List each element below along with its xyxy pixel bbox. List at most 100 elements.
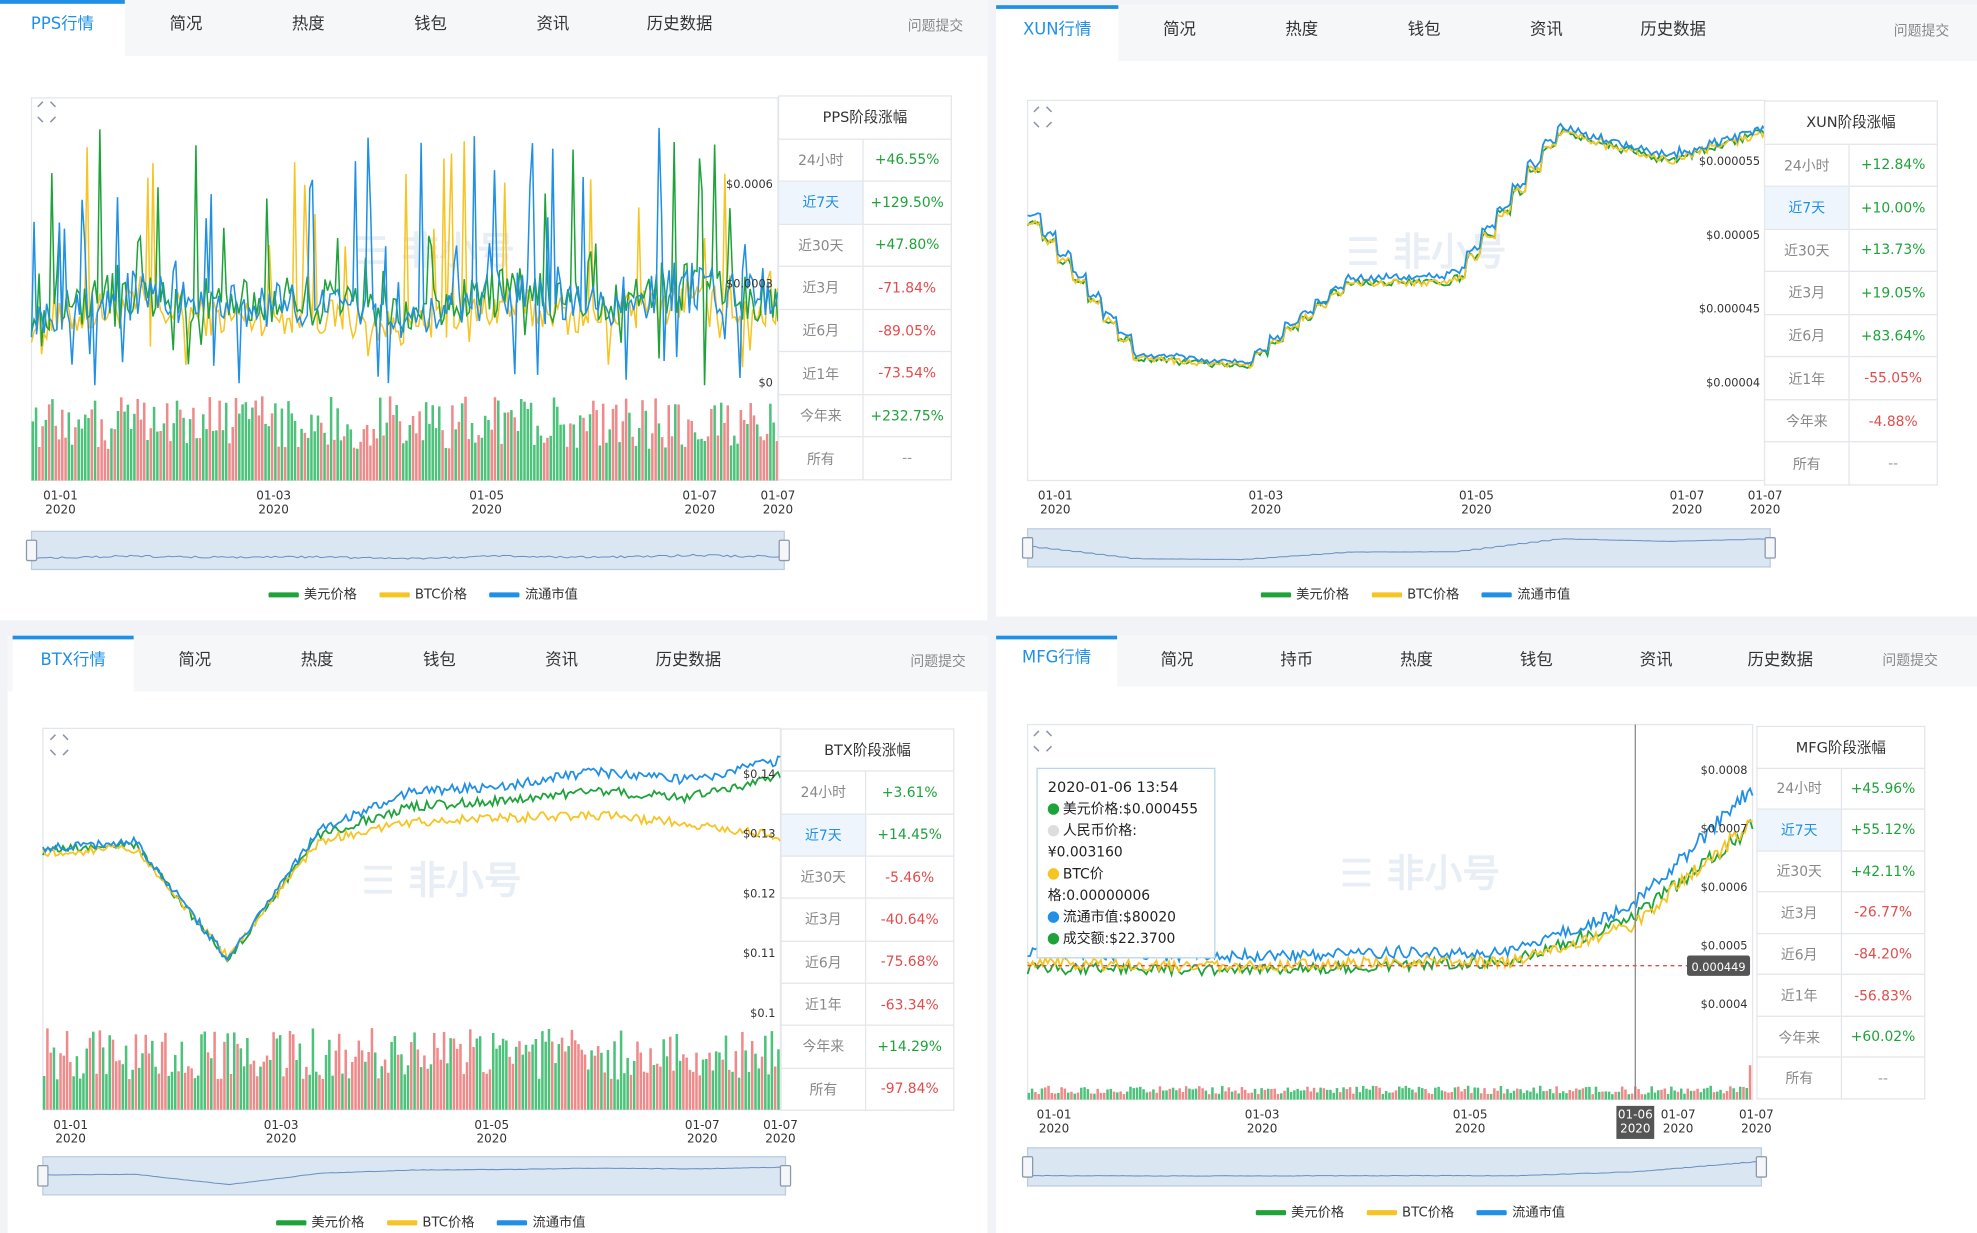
tab-wallet[interactable]: 钱包 xyxy=(414,15,447,35)
perf-period-label[interactable]: 近7天 xyxy=(780,813,867,857)
tab-market[interactable]: MFG行情 xyxy=(996,635,1118,687)
usd-legend-label[interactable]: 美元价格 xyxy=(1291,1205,1345,1221)
perf-period-label[interactable]: 所有 xyxy=(1763,441,1850,486)
perf-period-label[interactable]: 近3月 xyxy=(780,897,867,942)
perf-row[interactable]: 所有 -- xyxy=(777,436,952,481)
tab-heat[interactable]: 热度 xyxy=(1285,20,1319,40)
perf-period-label[interactable]: 所有 xyxy=(780,1067,867,1111)
navigator-right-handle[interactable] xyxy=(1755,1156,1768,1178)
btc-legend-label[interactable]: BTC价格 xyxy=(422,1215,475,1231)
tab-heat[interactable]: 热度 xyxy=(1400,650,1433,670)
perf-row[interactable]: 近6月 +83.64% xyxy=(1763,313,1938,358)
btc-legend-label[interactable]: BTC价格 xyxy=(414,587,467,603)
tab-wallet[interactable]: 钱包 xyxy=(422,650,456,670)
perf-row[interactable]: 所有 -- xyxy=(1763,441,1938,486)
perf-row[interactable]: 24小时 +46.55% xyxy=(777,137,952,182)
navigator-left-handle[interactable] xyxy=(37,1164,49,1187)
perf-row[interactable]: 近6月 -75.68% xyxy=(780,940,955,984)
btc-legend-label[interactable]: BTC价格 xyxy=(1402,1205,1455,1221)
perf-row[interactable]: 今年来 +60.02% xyxy=(1756,1015,1926,1059)
perf-period-label[interactable]: 近30天 xyxy=(1756,849,1843,893)
tab-overview[interactable]: 简况 xyxy=(1163,20,1196,40)
tab-news[interactable]: 资讯 xyxy=(536,15,570,35)
perf-period-label[interactable]: 近1年 xyxy=(780,982,867,1027)
perf-row[interactable]: 近7天 +10.00% xyxy=(1763,185,1938,230)
perf-period-label[interactable]: 近1年 xyxy=(777,351,864,396)
price-chart[interactable]: ☰ 非小号$0.0006$0.0003$001-01202001-0320200… xyxy=(0,0,987,620)
perf-period-label[interactable]: 今年来 xyxy=(780,1024,867,1069)
perf-row[interactable]: 近3月 -26.77% xyxy=(1756,891,1926,934)
cap-legend-label[interactable]: 流通市值 xyxy=(1512,1205,1566,1221)
perf-period-label[interactable]: 所有 xyxy=(1756,1056,1843,1100)
tab-history[interactable]: 历史数据 xyxy=(646,15,713,35)
perf-row[interactable]: 近1年 -55.05% xyxy=(1763,356,1938,401)
perf-row[interactable]: 近1年 -73.54% xyxy=(777,351,952,396)
issue-submit-link[interactable]: 问题提交 xyxy=(1893,22,1950,40)
perf-period-label[interactable]: 近3月 xyxy=(1756,891,1843,934)
perf-period-label[interactable]: 近30天 xyxy=(777,223,864,268)
perf-row[interactable]: 今年来 +14.29% xyxy=(780,1024,955,1069)
perf-row[interactable]: 近7天 +129.50% xyxy=(777,180,952,225)
perf-period-label[interactable]: 近6月 xyxy=(1756,932,1843,976)
perf-row[interactable]: 24小时 +3.61% xyxy=(780,770,955,815)
perf-period-label[interactable]: 24小时 xyxy=(1763,143,1850,187)
perf-row[interactable]: 近6月 -84.20% xyxy=(1756,932,1926,976)
tab-heat[interactable]: 热度 xyxy=(291,15,325,35)
perf-period-label[interactable]: 今年来 xyxy=(1756,1015,1843,1059)
tab-market[interactable]: PPS行情 xyxy=(0,0,125,56)
navigator-left-handle[interactable] xyxy=(25,539,38,562)
perf-row[interactable]: 近7天 +14.45% xyxy=(780,813,955,857)
perf-row[interactable]: 24小时 +12.84% xyxy=(1763,143,1938,187)
issue-submit-link[interactable]: 问题提交 xyxy=(910,653,966,670)
tab-news[interactable]: 资讯 xyxy=(1530,20,1563,40)
tab-overview[interactable]: 简况 xyxy=(1160,650,1194,670)
tab-overview[interactable]: 简况 xyxy=(178,650,212,670)
perf-row[interactable]: 近7天 +55.12% xyxy=(1756,808,1926,852)
tab-market[interactable]: BTX行情 xyxy=(12,635,134,692)
tab-history[interactable]: 历史数据 xyxy=(1747,650,1814,670)
perf-row[interactable]: 近1年 -63.34% xyxy=(780,982,955,1027)
perf-period-label[interactable]: 24小时 xyxy=(780,770,867,815)
issue-submit-link[interactable]: 问题提交 xyxy=(907,17,964,35)
tab-history[interactable]: 历史数据 xyxy=(1640,20,1706,40)
perf-period-label[interactable]: 今年来 xyxy=(777,393,864,438)
perf-period-label[interactable]: 近7天 xyxy=(777,180,864,225)
perf-period-label[interactable]: 近7天 xyxy=(1756,808,1843,852)
cap-legend-label[interactable]: 流通市值 xyxy=(1517,587,1571,603)
perf-period-label[interactable]: 近1年 xyxy=(1763,356,1850,401)
perf-period-label[interactable]: 近3月 xyxy=(777,265,864,310)
perf-row[interactable]: 今年来 +232.75% xyxy=(777,393,952,438)
perf-period-label[interactable]: 近30天 xyxy=(1763,228,1850,273)
perf-row[interactable]: 近3月 -71.84% xyxy=(777,265,952,310)
price-chart[interactable]: ☰ 非小号$0.000055$0.00005$0.000045$0.000040… xyxy=(996,5,1977,616)
navigator-right-handle[interactable] xyxy=(1764,537,1776,559)
perf-period-label[interactable]: 24小时 xyxy=(777,137,864,182)
perf-row[interactable]: 所有 -- xyxy=(1756,1056,1926,1100)
tab-news[interactable]: 资讯 xyxy=(1639,650,1673,670)
tab-wallet[interactable]: 钱包 xyxy=(1407,20,1441,40)
perf-row[interactable]: 近3月 +19.05% xyxy=(1763,270,1938,315)
perf-row[interactable]: 所有 -97.84% xyxy=(780,1067,955,1111)
perf-row[interactable]: 近30天 +47.80% xyxy=(777,223,952,268)
perf-row[interactable]: 近1年 -56.83% xyxy=(1756,974,1926,1017)
perf-period-label[interactable]: 近6月 xyxy=(780,940,867,984)
perf-period-label[interactable]: 近6月 xyxy=(777,308,864,353)
usd-legend-label[interactable]: 美元价格 xyxy=(1296,587,1350,603)
navigator-left-handle[interactable] xyxy=(1021,1156,1034,1178)
perf-period-label[interactable]: 今年来 xyxy=(1763,398,1850,443)
perf-row[interactable]: 近30天 +13.73% xyxy=(1763,228,1938,273)
navigator-right-handle[interactable] xyxy=(778,539,790,562)
cap-legend-label[interactable]: 流通市值 xyxy=(524,587,578,603)
tab-history[interactable]: 历史数据 xyxy=(655,650,722,670)
issue-submit-link[interactable]: 问题提交 xyxy=(1882,652,1938,669)
tab-wallet[interactable]: 钱包 xyxy=(1519,650,1553,670)
perf-period-label[interactable]: 近30天 xyxy=(780,855,867,900)
tab-news[interactable]: 资讯 xyxy=(545,650,579,670)
usd-legend-label[interactable]: 美元价格 xyxy=(303,587,357,603)
perf-row[interactable]: 24小时 +45.96% xyxy=(1756,767,1926,810)
btc-legend-label[interactable]: BTC价格 xyxy=(1407,587,1460,603)
perf-period-label[interactable]: 近1年 xyxy=(1756,974,1843,1017)
perf-row[interactable]: 近3月 -40.64% xyxy=(780,897,955,942)
perf-row[interactable]: 今年来 -4.88% xyxy=(1763,398,1938,443)
usd-legend-label[interactable]: 美元价格 xyxy=(311,1215,365,1231)
